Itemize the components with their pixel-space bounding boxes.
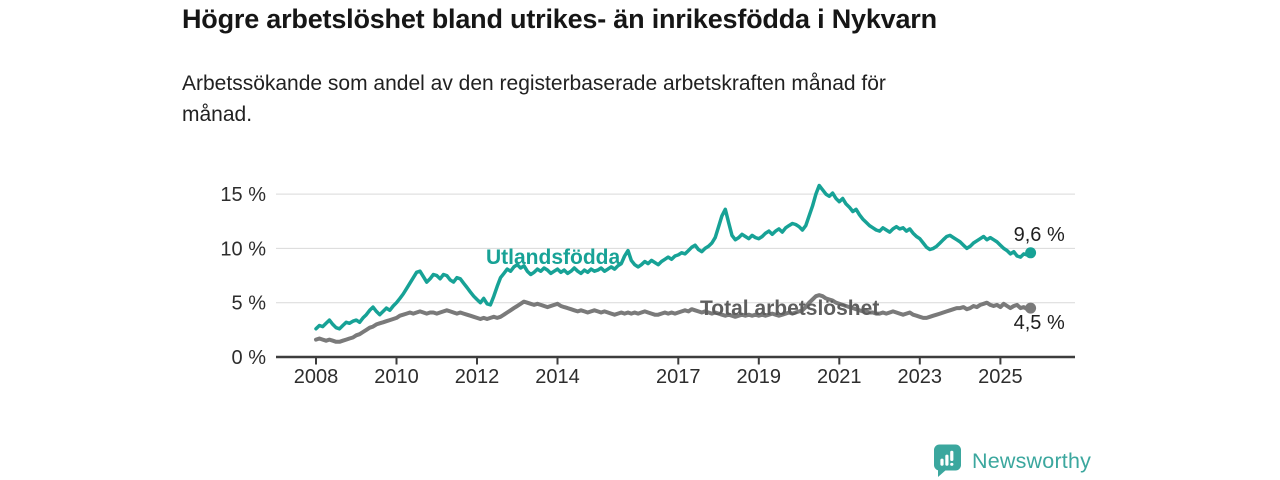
chart-subtitle-line2: månad. xyxy=(182,103,253,126)
series-label-total-arbetsloshet: Total arbetslöshet xyxy=(700,297,879,320)
series-line-total-arbetsloshet xyxy=(314,293,1033,344)
chart-subtitle: Arbetssökande som andel av den registerb… xyxy=(182,68,886,130)
y-axis-label-10: 10 % xyxy=(220,238,266,260)
y-axis-label-15: 15 % xyxy=(220,184,266,206)
x-axis-label-2012: 2012 xyxy=(455,366,500,388)
chart-subtitle-line1: Arbetssökande som andel av den registerb… xyxy=(182,72,886,95)
newsworthy-brand: Newsworthy xyxy=(933,444,1091,478)
series-end-value-total-arbetsloshet: 4,5 % xyxy=(1014,312,1065,334)
chart-title: Högre arbetslöshet bland utrikes- än inr… xyxy=(182,4,937,34)
y-axis-label-0: 0 % xyxy=(232,347,267,369)
x-axis-label-2008: 2008 xyxy=(294,366,339,388)
x-axis-label-2019: 2019 xyxy=(737,366,782,388)
x-axis-label-2025: 2025 xyxy=(978,366,1023,388)
x-axis-label-2021: 2021 xyxy=(817,366,862,388)
series-label-utlandsfodda: Utlandsfödda xyxy=(486,246,620,269)
y-axis-label-5: 5 % xyxy=(232,293,267,315)
x-axis-label-2014: 2014 xyxy=(535,366,580,388)
x-axis-label-2023: 2023 xyxy=(898,366,943,388)
newsworthy-brand-name: Newsworthy xyxy=(972,449,1092,473)
x-axis-label-2010: 2010 xyxy=(374,366,419,388)
series-end-value-utlandsfodda: 9,6 % xyxy=(1014,224,1065,246)
series-end-dot-total-arbetsloshet xyxy=(1025,302,1037,314)
series-end-dot-utlandsfodda xyxy=(1025,247,1037,259)
x-axis-label-2017: 2017 xyxy=(656,366,701,388)
newsworthy-logo-icon xyxy=(934,444,961,477)
series-line-utlandsfodda xyxy=(314,183,1033,331)
